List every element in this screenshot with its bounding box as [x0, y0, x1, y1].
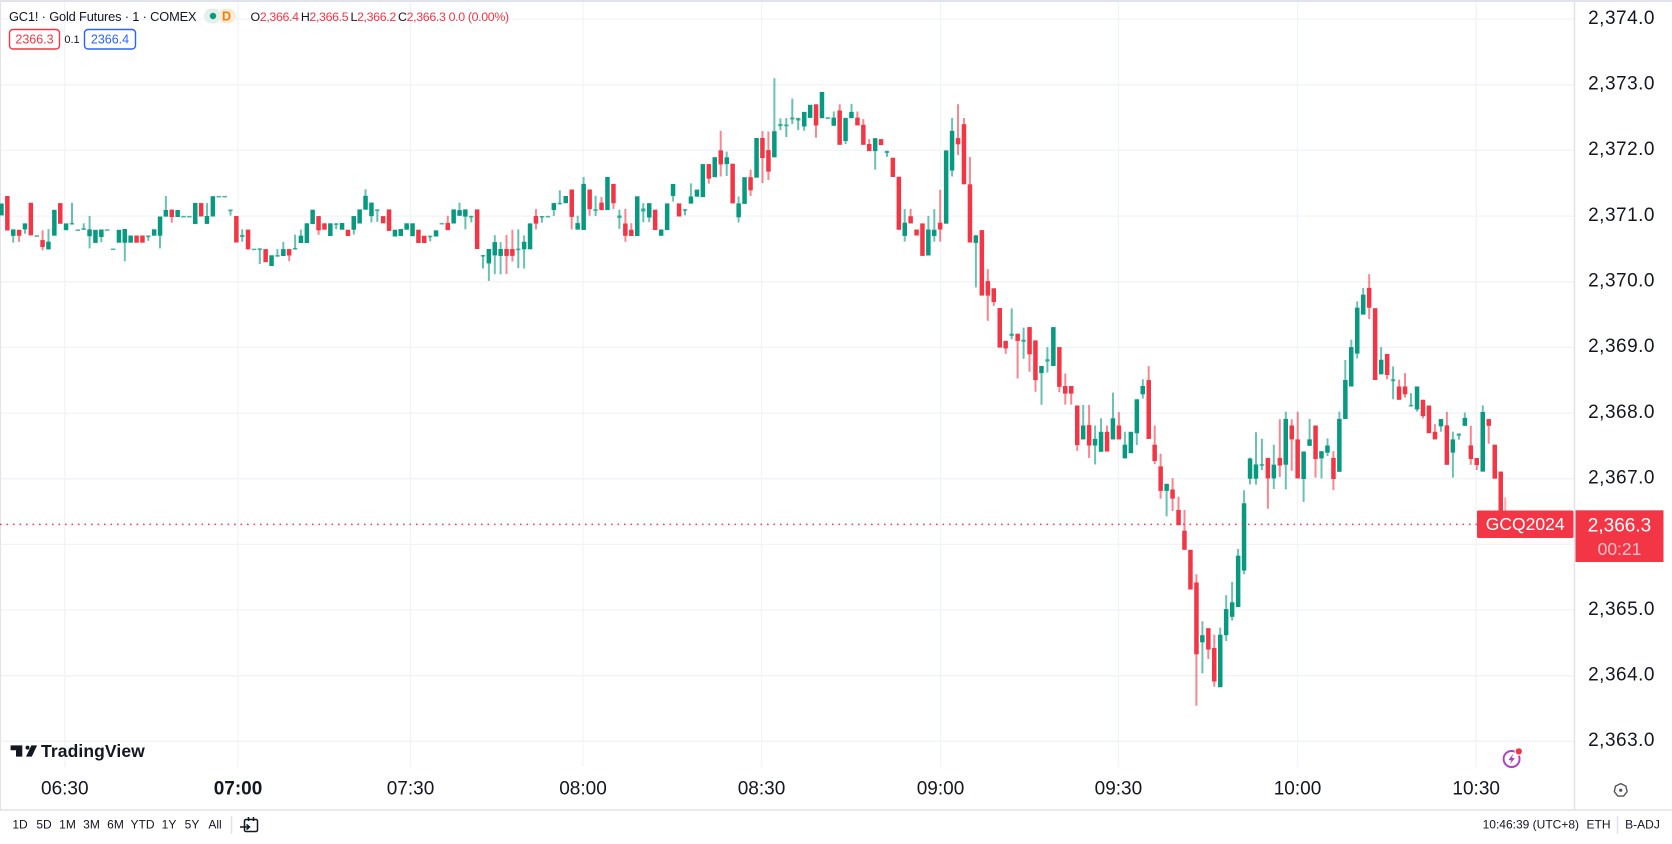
svg-text:07:30: 07:30 — [387, 778, 435, 799]
svg-text:TradingView: TradingView — [41, 741, 145, 761]
svg-text:00:21: 00:21 — [1598, 539, 1642, 559]
svg-text:5D: 5D — [36, 818, 52, 832]
svg-text:09:00: 09:00 — [917, 778, 965, 799]
svg-text:6M: 6M — [107, 818, 124, 832]
svg-text:5Y: 5Y — [185, 818, 200, 832]
svg-text:10:30: 10:30 — [1452, 778, 1500, 799]
svg-text:1D: 1D — [12, 818, 28, 832]
svg-text:2,372.0: 2,372.0 — [1588, 139, 1655, 160]
svg-text:2,371.0: 2,371.0 — [1588, 205, 1655, 226]
svg-text:2,365.0: 2,365.0 — [1588, 599, 1655, 620]
svg-text:0.1: 0.1 — [64, 34, 79, 46]
svg-text:2,368.0: 2,368.0 — [1588, 402, 1655, 423]
svg-text:2,369.0: 2,369.0 — [1588, 336, 1655, 357]
svg-text:06:30: 06:30 — [41, 778, 89, 799]
svg-text:2,364.0: 2,364.0 — [1588, 665, 1655, 686]
svg-text:07:00: 07:00 — [214, 778, 263, 799]
svg-text:All: All — [208, 818, 221, 832]
svg-text:2,370.0: 2,370.0 — [1588, 271, 1655, 292]
svg-text:GC1! · Gold Futures · 1 · COME: GC1! · Gold Futures · 1 · COMEX — [9, 9, 197, 24]
svg-text:GCQ2024: GCQ2024 — [1486, 514, 1565, 534]
svg-text:2,373.0: 2,373.0 — [1588, 74, 1655, 95]
svg-text:10:00: 10:00 — [1274, 778, 1322, 799]
svg-text:1M: 1M — [59, 818, 76, 832]
svg-text:1Y: 1Y — [162, 818, 177, 832]
svg-text:O2,366.4 H2,366.5 L2,366.2 C2,: O2,366.4 H2,366.5 L2,366.2 C2,366.3 0.0 … — [251, 10, 510, 24]
svg-text:08:30: 08:30 — [738, 778, 786, 799]
svg-text:3M: 3M — [83, 818, 100, 832]
svg-text:09:30: 09:30 — [1095, 778, 1143, 799]
svg-text:2366.4: 2366.4 — [91, 33, 129, 47]
svg-text:2,363.0: 2,363.0 — [1588, 730, 1655, 751]
svg-text:B-ADJ: B-ADJ — [1625, 818, 1660, 832]
svg-text:2,366.3: 2,366.3 — [1588, 516, 1651, 537]
svg-text:YTD: YTD — [131, 818, 155, 832]
svg-text:10:46:39 (UTC+8): 10:46:39 (UTC+8) — [1483, 818, 1579, 832]
svg-text:2,374.0: 2,374.0 — [1588, 8, 1655, 29]
svg-text:08:00: 08:00 — [559, 778, 607, 799]
svg-text:2,367.0: 2,367.0 — [1588, 468, 1655, 489]
svg-text:D: D — [222, 10, 231, 24]
svg-text:2366.3: 2366.3 — [15, 33, 53, 47]
svg-text:ETH: ETH — [1587, 818, 1611, 832]
